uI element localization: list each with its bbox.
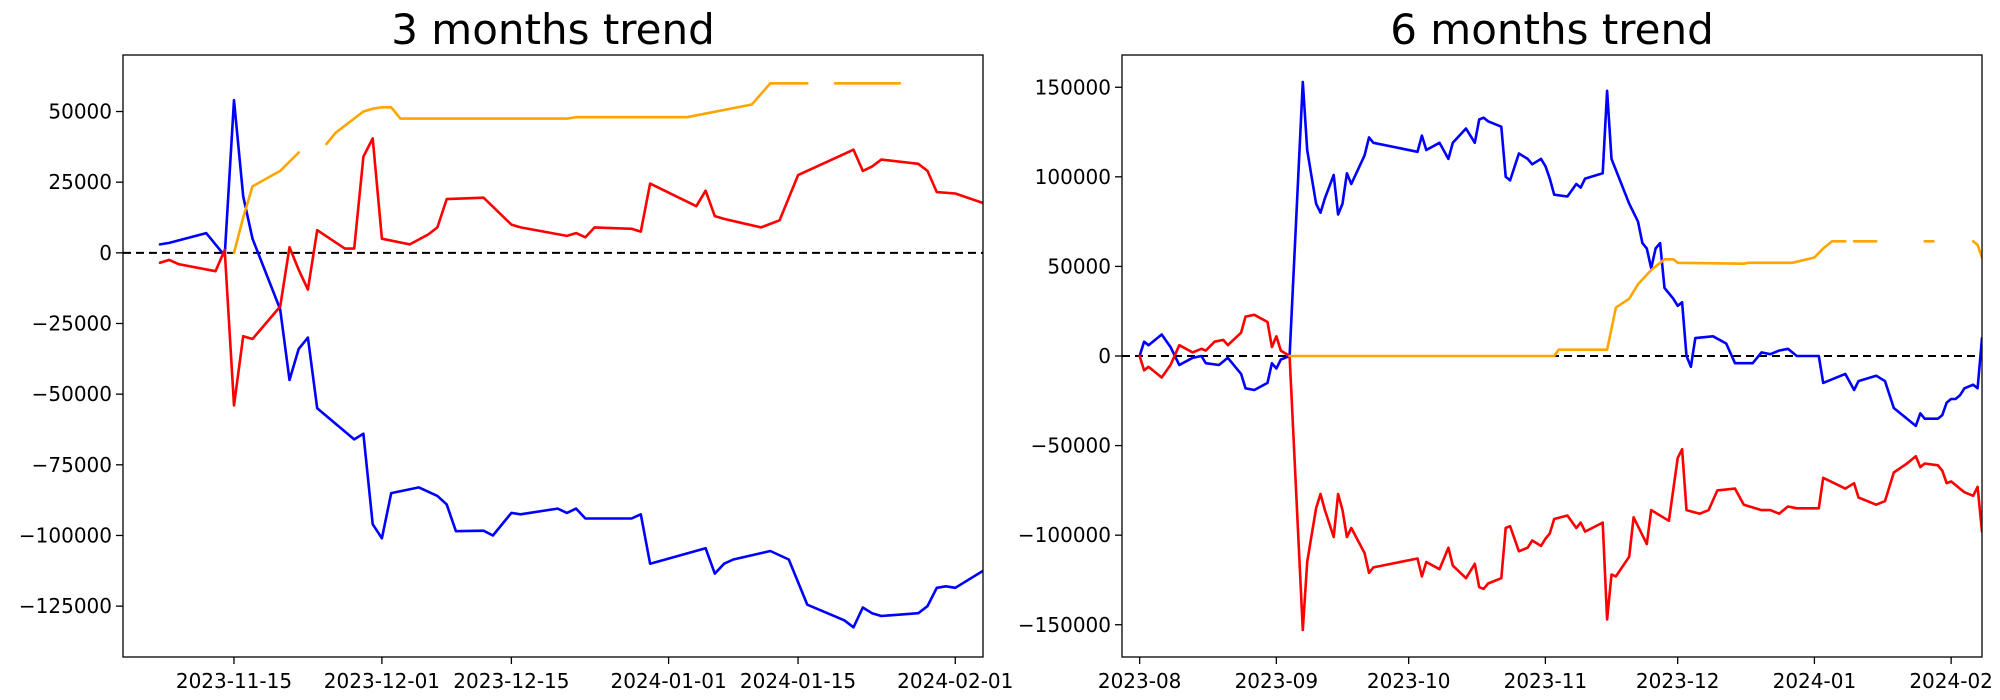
y-tick-label: −100000 bbox=[1018, 523, 1111, 547]
y-tick-label: −50000 bbox=[32, 382, 112, 406]
chart-title: 3 months trend bbox=[391, 5, 715, 54]
x-tick-label: 2023-11 bbox=[1504, 669, 1588, 693]
chart-title: 6 months trend bbox=[1390, 5, 1714, 54]
series-line-0 bbox=[1138, 80, 1982, 428]
y-tick-label: 25000 bbox=[48, 170, 112, 194]
x-tick-label: 2024-01-01 bbox=[610, 669, 726, 693]
y-tick-label: 0 bbox=[99, 241, 112, 265]
x-tick-label: 2024-01 bbox=[1773, 669, 1857, 693]
x-tick-label: 2024-01-15 bbox=[740, 669, 856, 693]
x-tick-label: 2024-02-01 bbox=[897, 669, 1013, 693]
x-tick-label: 2023-09 bbox=[1235, 669, 1319, 693]
y-tick-label: 50000 bbox=[1047, 254, 1111, 278]
chart-6-months-trend: 6 months trend 150000 100000 50000 0 −50000 −1… bbox=[1018, 5, 1993, 693]
y-tick-label: −50000 bbox=[1031, 434, 1111, 458]
y-tick-label: 100000 bbox=[1035, 165, 1111, 189]
y-tick-label: −25000 bbox=[32, 311, 112, 335]
series-line-0 bbox=[158, 98, 983, 629]
x-tick-label: 2023-08 bbox=[1098, 669, 1182, 693]
x-tick-label: 2023-12 bbox=[1636, 669, 1720, 693]
x-tick-label: 2023-12-15 bbox=[453, 669, 569, 693]
series-line-1 bbox=[158, 137, 983, 407]
x-tick-label: 2023-12-01 bbox=[324, 669, 440, 693]
y-tick-label: −75000 bbox=[32, 453, 112, 477]
x-tick-label: 2024-02 bbox=[1909, 669, 1993, 693]
series-line-2 bbox=[232, 82, 902, 255]
chart-3-months-trend: 3 months trend 50000 25000 0 −25000 −50000 −75… bbox=[19, 5, 1013, 693]
series-line-2 bbox=[1288, 240, 1982, 358]
axes-frame bbox=[122, 54, 984, 658]
y-tick-label: −150000 bbox=[1018, 613, 1111, 637]
y-tick-label: 0 bbox=[1098, 344, 1111, 368]
y-tick-label: −125000 bbox=[19, 594, 112, 618]
x-tick-label: 2023-11-15 bbox=[176, 669, 292, 693]
x-tick-label: 2023-10 bbox=[1367, 669, 1451, 693]
y-tick-label: −100000 bbox=[19, 523, 112, 547]
y-tick-label: 50000 bbox=[48, 100, 112, 124]
y-tick-label: 150000 bbox=[1035, 75, 1111, 99]
series-line-1 bbox=[1138, 313, 1982, 632]
